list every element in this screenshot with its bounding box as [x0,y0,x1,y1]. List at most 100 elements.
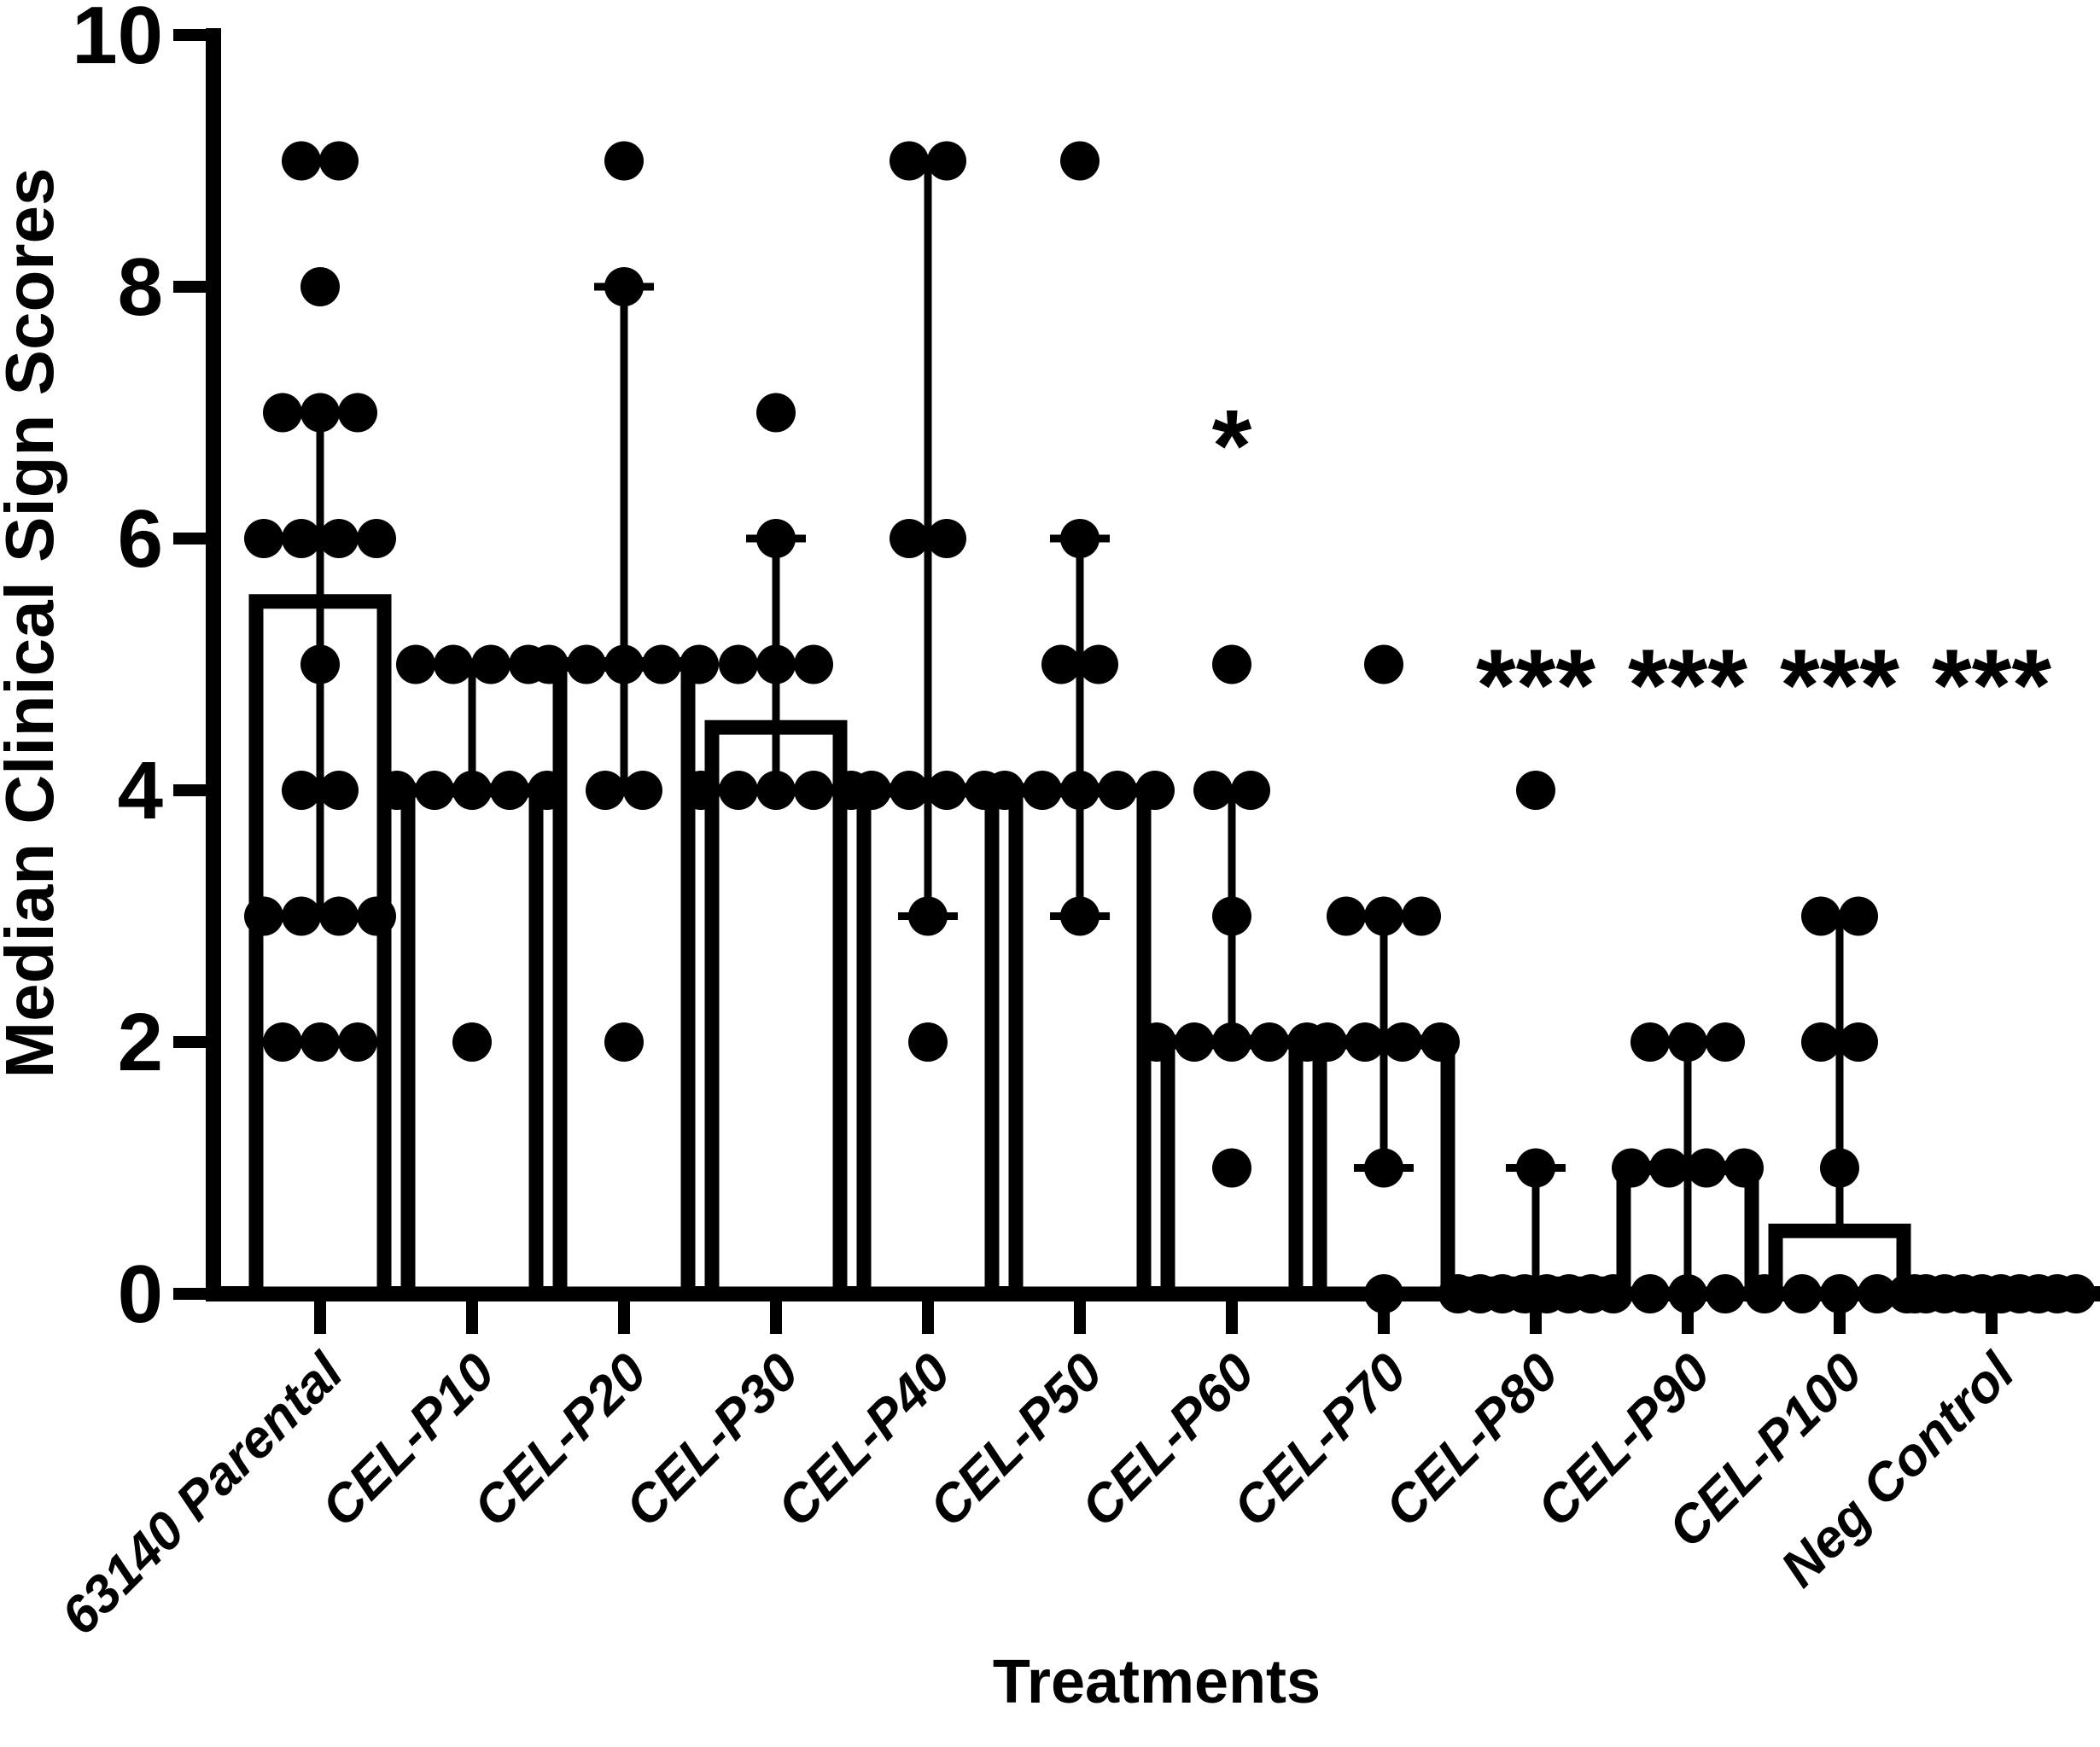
y-tick-label: 6 [118,493,163,585]
data-point-dot [282,141,321,181]
data-point-dot [1706,1274,1745,1313]
data-point-dot [1212,896,1251,936]
significance-marker: *** [1780,628,1899,742]
data-point-dot [452,1022,492,1062]
data-point-dot [908,896,948,936]
data-point-dot [1212,1022,1251,1062]
data-point-dot [1364,644,1403,684]
data-point-dot [300,393,340,433]
data-point-dot [1687,1148,1726,1188]
data-point-dot [756,771,796,810]
data-point-dot [1402,896,1441,936]
y-tick-label: 4 [118,745,163,836]
data-point-dot [642,644,681,684]
data-point-dot [282,896,321,936]
data-point-dot [890,519,929,558]
data-point-dot [357,519,396,558]
data-point-dot [319,771,359,810]
data-point-dot [927,771,966,810]
data-point-dot [319,896,359,936]
data-point-dot [1801,896,1840,936]
data-point-dot [338,1022,377,1062]
data-point-dot [1649,1148,1689,1188]
data-point-dot [1630,1022,1670,1062]
data-point-dot [890,141,929,181]
data-point-dot [263,393,302,433]
data-point-dot [319,141,359,181]
data-point-dot [1135,771,1175,810]
data-point-dot [852,771,891,810]
data-point-dot [1801,1022,1840,1062]
data-point-dot [1516,1148,1555,1188]
data-point-dot [1383,1022,1422,1062]
data-point-dot [908,1022,948,1062]
data-point-dot [1060,896,1100,936]
data-point-dot [1345,1022,1385,1062]
data-point-dot [623,771,662,810]
y-tick-label: 0 [118,1249,163,1340]
data-point-dot [1060,519,1100,558]
data-point-dot [377,771,417,810]
data-point-dot [1364,1274,1403,1313]
data-point-dot [1745,1274,1784,1313]
data-point-dot [927,519,966,558]
data-point-dot [1668,1022,1707,1062]
data-point-dot [471,644,510,684]
data-point-dot [756,519,796,558]
data-point-dot [1782,1274,1822,1313]
data-point-dot [1839,1022,1878,1062]
data-point-dot [319,519,359,558]
data-point-dot [1668,1274,1707,1313]
data-point-dot [300,1022,340,1062]
data-point-dot [490,771,529,810]
significance-marker: *** [1628,628,1747,742]
data-point-dot [263,1022,302,1062]
data-point-dot [1308,1022,1347,1062]
data-point-dot [985,771,1024,810]
significance-marker: * [1212,389,1252,504]
data-point-dot [1630,1274,1670,1313]
data-point-dot [681,771,720,810]
data-point-dot [244,896,283,936]
data-point-dot [357,896,396,936]
data-point-dot [1724,1148,1764,1188]
data-point-dot [415,771,454,810]
data-point-dot [1137,1022,1176,1062]
data-point-dot [338,393,377,433]
y-tick-label: 10 [72,0,163,81]
data-point-dot [1364,1148,1403,1188]
data-point-dot [1839,896,1878,936]
data-point-dot [1193,771,1233,810]
data-point-dot [1706,1022,1745,1062]
data-point-dot [2056,1274,2096,1313]
data-point-dot [1250,1022,1289,1062]
data-point-dot [282,519,321,558]
y-axis-title: Median Clinical Sign Scores [0,168,67,1079]
data-point-dot [719,644,758,684]
data-point-dot [927,141,966,181]
data-point-dot [604,644,644,684]
data-point-dot [1858,1274,1897,1313]
data-point-dot [567,644,606,684]
data-point-dot [1023,771,1062,810]
data-point-dot [1231,771,1270,810]
data-point-dot [1060,771,1100,810]
data-point-dot [1212,1148,1251,1188]
data-point-dot [300,267,340,306]
data-point-dot [756,644,796,684]
x-axis-title: Treatments [993,1648,1321,1716]
data-point-dot [604,141,644,181]
data-point-dot [1612,1148,1651,1188]
data-point-dot [719,771,758,810]
y-tick-label: 2 [118,997,163,1088]
data-point-dot [244,519,283,558]
data-point-dot [1516,771,1555,810]
data-point-dot [1820,1274,1859,1313]
data-point-dot [604,1022,644,1062]
data-point-dot [1175,1022,1214,1062]
data-point-dot [756,393,796,433]
category-label: 63140 Parental [50,1342,355,1646]
data-point-dot [452,771,492,810]
